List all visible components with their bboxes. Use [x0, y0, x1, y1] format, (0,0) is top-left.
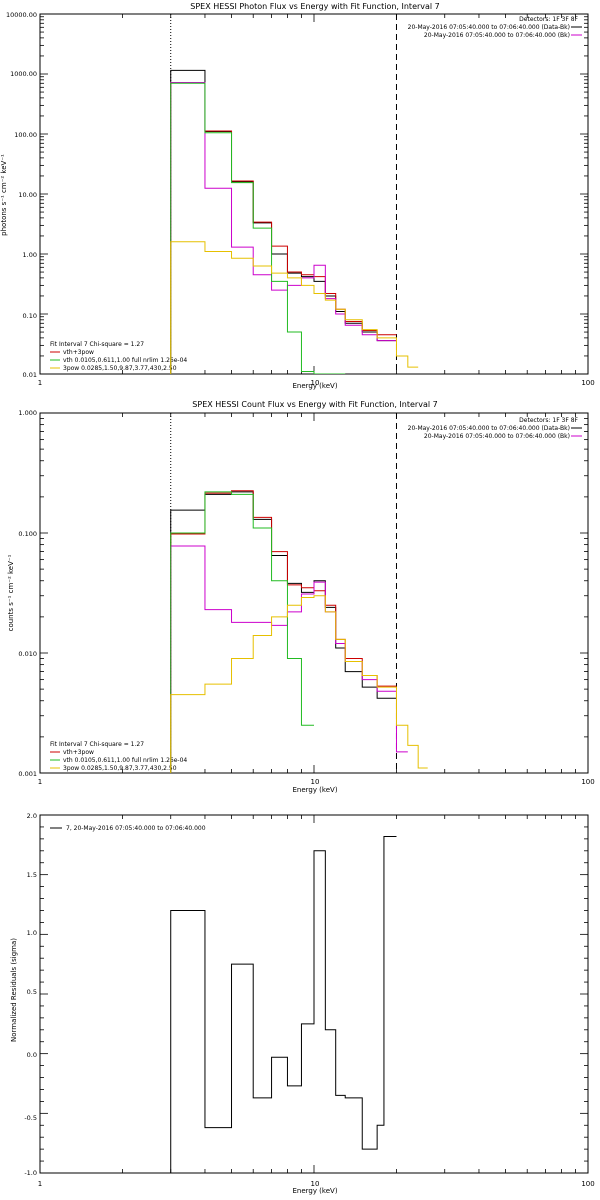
panel3-x-tick-1: 1 [38, 1180, 42, 1188]
panel1-legend-bk: 20-May-2016 07:05:40.000 to 07:06:40.000… [424, 32, 570, 39]
panel3-x-tick-100: 100 [581, 1180, 594, 1188]
panel1-legend-detectors: Detectors: 1F 3F 8F [519, 16, 578, 23]
panel2-y-tick-1.000: 1.000 [18, 409, 37, 417]
panel1-ylabel: photons s⁻¹ cm⁻² keV⁻¹ [0, 154, 8, 236]
panel2-xlabel: Energy (keV) [292, 786, 337, 794]
panel2-legend-data-bk: 20-May-2016 07:05:40.000 to 07:06:40.000… [408, 425, 570, 432]
panel1-x-tick-100: 100 [581, 379, 594, 387]
chart-marks [39, 13, 589, 1174]
panel2-series-4 [170, 595, 428, 773]
panel1-series-3 [170, 82, 346, 374]
panel3-y-tick-1.0: 1.0 [27, 929, 37, 937]
photon-flux-panel: SPEX HESSI Photon Flux vs Energy with Fi… [0, 2, 595, 390]
panel2-x-tick-1: 1 [38, 778, 42, 786]
panel1-plot [39, 13, 589, 375]
panel1-series-2 [170, 82, 397, 374]
panel2-fit-total: vth+3pow [63, 749, 94, 756]
panel3-plot [39, 814, 589, 1174]
panel2-legend-detectors: Detectors: 1F 3F 8F [519, 417, 578, 424]
panel1-series-4 [170, 241, 419, 374]
panel1-y-tick-1: 1.00 [23, 251, 37, 259]
panel1-fit-info: Fit Interval 7 Chi-square = 1.27 [50, 341, 144, 348]
panel2-series-3 [170, 491, 314, 773]
panel1-fit-3pow: 3pow 0.0285,1.50,9.87,3.77,430,2.50 [63, 365, 177, 372]
panel2-legend-bk: 20-May-2016 07:05:40.000 to 07:06:40.000… [424, 433, 570, 440]
panel1-frame [39, 13, 589, 375]
panel1-y-tick-0.1: 0.10 [23, 312, 37, 320]
panel2-fit-3pow: 3pow 0.0285,1.50,9.87,3.77,430,2.50 [63, 765, 177, 772]
panel1-y-tick-10: 10.00 [18, 191, 37, 199]
panel2-fit-info: Fit Interval 7 Chi-square = 1.27 [50, 741, 144, 748]
panel2-x-tick-100: 100 [581, 778, 594, 786]
panel3-ylabel: Normalized Residuals (sigma) [10, 938, 18, 1042]
panel3-legend-label: 7, 20-May-2016 07:05:40.000 to 07:06:40.… [66, 825, 206, 832]
panel2-x-tick-10: 10 [311, 778, 320, 786]
panel1-title: SPEX HESSI Photon Flux vs Energy with Fi… [190, 2, 440, 11]
panel1-x-tick-10: 10 [311, 379, 320, 387]
panel3-series-0 [170, 835, 397, 1173]
panel2-fit-vth: vth 0.0105,0.611,1.00 full nrlim 1.26e-0… [63, 757, 187, 764]
panel2-plot [39, 412, 589, 774]
panel3-y-tick-neg1.0: -1.0 [24, 1169, 37, 1177]
panel1-y-tick-1000: 1000.00 [10, 70, 37, 78]
panel3-y-tick-0.5: 0.5 [27, 988, 37, 996]
residuals-panel: Normalized Residuals (sigma) Energy (keV… [10, 812, 595, 1195]
panel2-y-tick-0.010: 0.010 [18, 650, 37, 658]
panel1-fit-total: vth+3pow [63, 349, 94, 356]
panel3-y-tick-1.5: 1.5 [27, 871, 37, 879]
panel3-xlabel: Energy (keV) [292, 1187, 337, 1195]
panel1-y-tick-100: 100.00 [14, 131, 37, 139]
panel1-y-tick-0.01: 0.01 [23, 371, 37, 379]
panel1-x-tick-1: 1 [38, 379, 42, 387]
panel1-legend-data-bk: 20-May-2016 07:05:40.000 to 07:06:40.000… [408, 24, 570, 31]
panel2-title: SPEX HESSI Count Flux vs Energy with Fit… [192, 400, 437, 409]
count-flux-panel: SPEX HESSI Count Flux vs Energy with Fit… [7, 400, 595, 794]
panel1-y-tick-10000: 10000.00 [6, 11, 37, 19]
panel2-ylabel: counts s⁻¹ cm⁻² keV⁻¹ [7, 554, 15, 631]
panel3-y-tick-neg0.5: -0.5 [24, 1114, 37, 1122]
panel3-y-tick-2.0: 2.0 [27, 812, 37, 820]
panel1-xlabel: Energy (keV) [292, 382, 337, 390]
panel3-y-tick-0.0: 0.0 [27, 1051, 37, 1059]
panel3-x-tick-10: 10 [311, 1180, 320, 1188]
panel2-y-tick-0.001: 0.001 [18, 770, 37, 778]
panel2-y-tick-0.100: 0.100 [18, 530, 37, 538]
panel1-fit-vth: vth 0.0105,0.611,1.00 full nrlim 1.26e-0… [63, 357, 187, 364]
panel2-series-2 [170, 545, 408, 773]
